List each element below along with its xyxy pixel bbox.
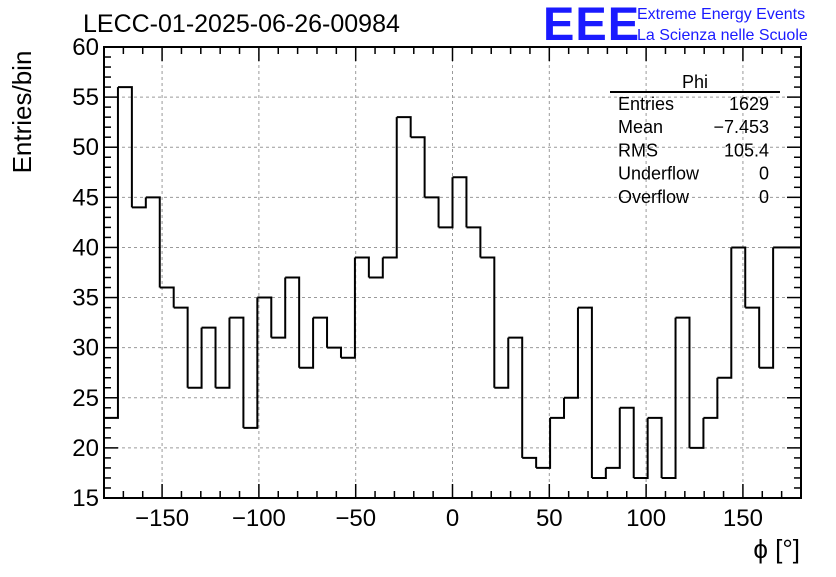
histogram-bin [215,317,231,389]
histogram-bin [299,317,315,369]
x-tick-label: 0 [446,505,459,532]
histogram-bin [536,417,552,469]
histogram-bin [201,326,217,388]
histogram-bin [759,247,775,369]
x-tick-label: −150 [135,505,189,532]
x-axis-label: ϕ [°] [753,534,800,564]
stats-row-label: Underflow [618,164,700,184]
histogram-bin [745,306,761,368]
axis-ticks [103,46,802,499]
y-tick-label: 25 [72,385,99,412]
eee-logo: EEE Extreme Energy Events La Scienza nel… [543,0,808,50]
histogram-bin [354,256,370,278]
histogram-bin [229,316,245,428]
y-tick-label: 45 [72,184,99,211]
logo-line-2: La Scienza nelle Scuole [637,27,808,44]
histogram-bin [382,117,398,259]
histogram-bin [340,257,356,359]
y-tick-label: 15 [72,485,99,512]
histogram-bin [145,196,161,288]
histogram-bin [633,417,649,479]
histogram-bin [313,316,329,348]
y-tick-label: 20 [72,435,99,462]
stats-row-label: Mean [618,117,663,137]
y-tick-label: 50 [72,134,99,161]
histogram-bin [731,246,747,308]
histogram-bin [619,406,635,478]
stats-row-label: Overflow [618,187,690,207]
histogram-bin [466,226,482,258]
histogram-bin [410,136,426,198]
y-tick-label: 40 [72,234,99,261]
histogram-bin [452,176,468,228]
histogram-bin [368,257,384,279]
histogram-bin [577,306,593,478]
stats-box: Phi Entries 1629 Mean −7.453 RMS 105.4 Underfl… [610,72,780,207]
histogram-bin [396,116,412,138]
histogram-bin [522,456,538,468]
y-tick-label: 35 [72,285,99,312]
histogram-bin [717,247,733,379]
histogram-bin [689,417,705,449]
stats-row-value: −7.453 [713,117,769,137]
stats-row-label: Entries [618,94,674,114]
stats-row-value: 0 [759,164,769,184]
histogram-bin [243,297,259,429]
y-axis-label: Entries/bin [7,51,37,174]
histogram-bin [564,307,579,399]
y-tick-label: 60 [72,34,99,61]
x-tick-label: −50 [335,505,376,532]
histogram-bin [661,317,677,479]
x-tick-label: 100 [626,505,666,532]
x-tick-label: 50 [536,505,563,532]
histogram-bin [257,296,273,338]
histogram-bin [187,327,203,389]
logo-line-1: Extreme Energy Events [637,6,805,23]
y-tick-label: 55 [72,84,99,111]
histogram-bin [159,286,175,308]
stats-row-label: RMS [618,140,658,160]
stats-row-value: 0 [759,187,769,207]
histogram-bin [508,336,524,458]
histogram-bin [703,377,719,419]
run-title: LECC-01-2025-06-26-00984 [83,10,400,38]
x-tick-label: 150 [723,505,763,532]
histogram-bin [438,177,454,229]
histogram-bin [550,397,566,419]
axis-tick-labels: −150 −100 −50 0 50 100 150 15 20 25 30 35 40 45 50 55 60 [72,34,763,532]
logo-letters: EEE [543,0,640,50]
histogram-bin [480,256,496,388]
histogram-bin [424,196,440,228]
x-tick-label: −100 [232,505,286,532]
stats-title: Phi [682,72,708,92]
histogram-bin [647,416,663,478]
histogram-bin [285,276,301,368]
histogram-bin [494,337,510,389]
histogram-bin [131,197,147,209]
stats-row-value: 105.4 [724,140,769,160]
stats-rows: Entries 1629 Mean −7.453 RMS 105.4 Underflow 0 O… [618,94,769,207]
histogram-bin [271,277,287,339]
y-tick-label: 30 [72,335,99,362]
histogram-bin [173,306,189,388]
histogram-bin [605,407,621,469]
histogram-bin [591,467,607,479]
stats-row-value: 1629 [729,94,769,114]
histogram-bin [327,346,342,358]
histogram-bin [675,316,691,448]
histogram-bin [117,86,133,208]
